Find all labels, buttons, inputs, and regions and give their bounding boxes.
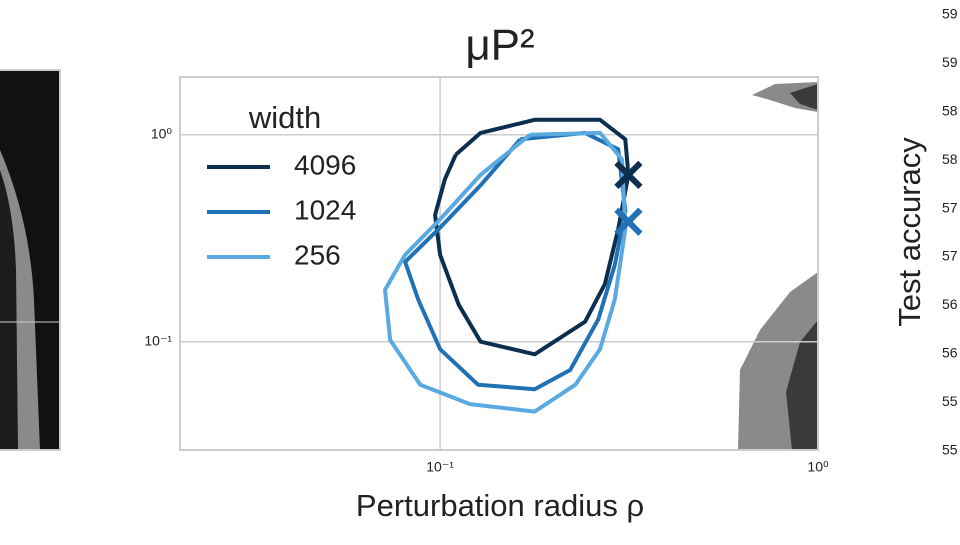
best-marker [614,160,643,189]
region [790,84,818,110]
colorbar-tick-label: 58 [942,151,958,167]
colorbar-label: Test accuracy [892,137,927,327]
legend-label: 4096 [294,149,356,180]
colorbar-tick-label: 59 [942,6,958,22]
colorbar-tick-label: 57 [942,199,958,215]
colorbar-tick-label: 55 [942,393,958,409]
best-marker [614,207,643,236]
legend-label: 1024 [294,194,356,225]
colorbar-tick-label: 56 [942,345,958,361]
marker-stroke [614,160,643,189]
chart-title: μP² [465,21,534,70]
y-tick-label: 10⁰ [151,125,173,141]
contour-line [383,130,628,414]
x-axis-label: Perturbation radius ρ [356,488,644,523]
colorbar-tick-label: 59 [942,54,958,70]
legend-title: width [248,100,321,135]
left-frame [0,69,61,451]
colorbar-tick-label: 58 [942,103,958,119]
marker-stroke [614,207,643,236]
y-tick-label: 10⁻¹ [144,332,172,348]
legend-label: 256 [294,239,341,270]
colorbar-tick-label: 56 [942,296,958,312]
left-gray [0,150,40,450]
plot-frame [179,76,819,451]
x-tick-label: 10⁰ [807,459,829,475]
region [786,320,818,450]
left-panel [0,69,61,451]
colorbar-tick-label: 57 [942,248,958,264]
contour-line [433,117,631,357]
x-tick-label: 10⁻¹ [426,459,454,475]
colorbar-tick-label: 55 [942,441,958,457]
